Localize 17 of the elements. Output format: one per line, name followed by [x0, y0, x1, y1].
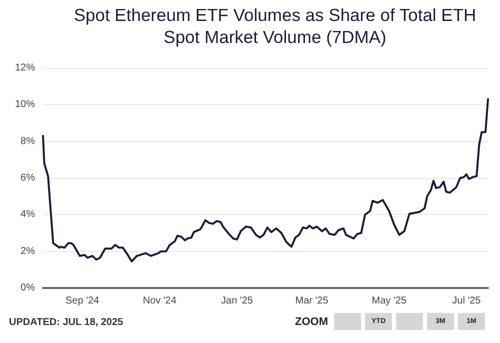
x-tick-label: Sep '24	[65, 296, 100, 306]
chart-title: Spot Ethereum ETF Volumes as Share of Total ETH Spot Market Volume (7DMA)	[72, 4, 478, 48]
x-tick-label: Mar '25	[295, 296, 329, 306]
text: UPDATED: JUL 18, 2025	[9, 317, 124, 329]
y-tick-label: 12%	[14, 62, 36, 74]
y-tick-label: 4%	[20, 209, 36, 220]
y-tick-label: 0%	[20, 282, 36, 294]
y-tick-label: 6%	[20, 172, 36, 184]
y-tick-label: 8%	[20, 136, 36, 147]
x-tick-label: Jan '25	[221, 296, 254, 306]
text: ZOOM	[295, 316, 328, 328]
y-tick-label: 10%	[14, 99, 36, 110]
x-tick-label: Jul '25	[452, 296, 482, 306]
line-series	[42, 98, 489, 262]
x-tick-label: May '25	[372, 296, 407, 306]
y-tick-label: 2%	[20, 246, 36, 257]
x-tick-label: Nov '24	[142, 296, 177, 306]
